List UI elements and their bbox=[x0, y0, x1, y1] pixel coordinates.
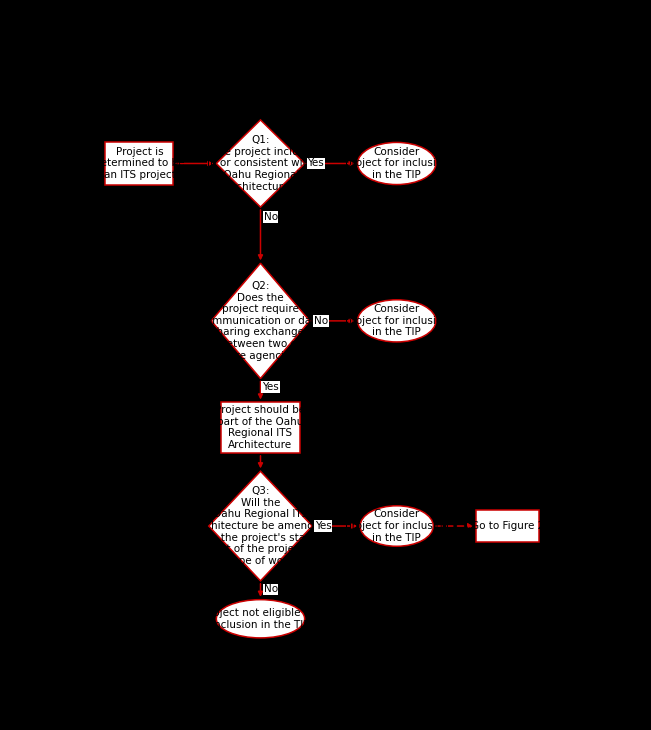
Text: Q1:
Is the project included
in or consistent with
the Oahu Regional ITS
Architec: Q1: Is the project included in or consis… bbox=[202, 135, 319, 192]
Text: Yes: Yes bbox=[315, 521, 331, 531]
Ellipse shape bbox=[360, 506, 434, 546]
Polygon shape bbox=[212, 264, 310, 378]
Text: No: No bbox=[264, 212, 277, 222]
FancyBboxPatch shape bbox=[105, 142, 173, 185]
FancyBboxPatch shape bbox=[221, 402, 299, 453]
Text: Project is
determined to be
an ITS project: Project is determined to be an ITS proje… bbox=[94, 147, 185, 180]
Ellipse shape bbox=[357, 300, 436, 342]
Text: Go to Figure 2: Go to Figure 2 bbox=[471, 521, 544, 531]
Text: Q3:
Will the
Oahu Regional ITS
Architecture be amended
prior to the project's st: Q3: Will the Oahu Regional ITS Architect… bbox=[178, 486, 342, 566]
Ellipse shape bbox=[357, 142, 436, 185]
Text: Consider
project for inclusion
in the TIP: Consider project for inclusion in the TI… bbox=[345, 147, 449, 180]
Text: No: No bbox=[264, 584, 277, 594]
Text: Yes: Yes bbox=[307, 158, 324, 169]
Text: Yes: Yes bbox=[262, 382, 279, 392]
Text: Project not eligible for
inclusion in the TIP: Project not eligible for inclusion in th… bbox=[203, 608, 318, 629]
Text: Consider
project for inclusion
in the TIP: Consider project for inclusion in the TI… bbox=[345, 304, 449, 337]
Text: Project should be
part of the Oahu
Regional ITS
Architecture: Project should be part of the Oahu Regio… bbox=[215, 405, 305, 450]
FancyBboxPatch shape bbox=[476, 510, 539, 542]
Text: Consider
project for inclusion
in the TIP: Consider project for inclusion in the TI… bbox=[345, 510, 449, 542]
Polygon shape bbox=[216, 120, 305, 207]
Ellipse shape bbox=[216, 599, 305, 638]
Text: No: No bbox=[314, 316, 328, 326]
Polygon shape bbox=[209, 472, 312, 581]
Text: Q2:
Does the
project require
communication or data
sharing exchanges
between two: Q2: Does the project require communicati… bbox=[200, 281, 322, 361]
